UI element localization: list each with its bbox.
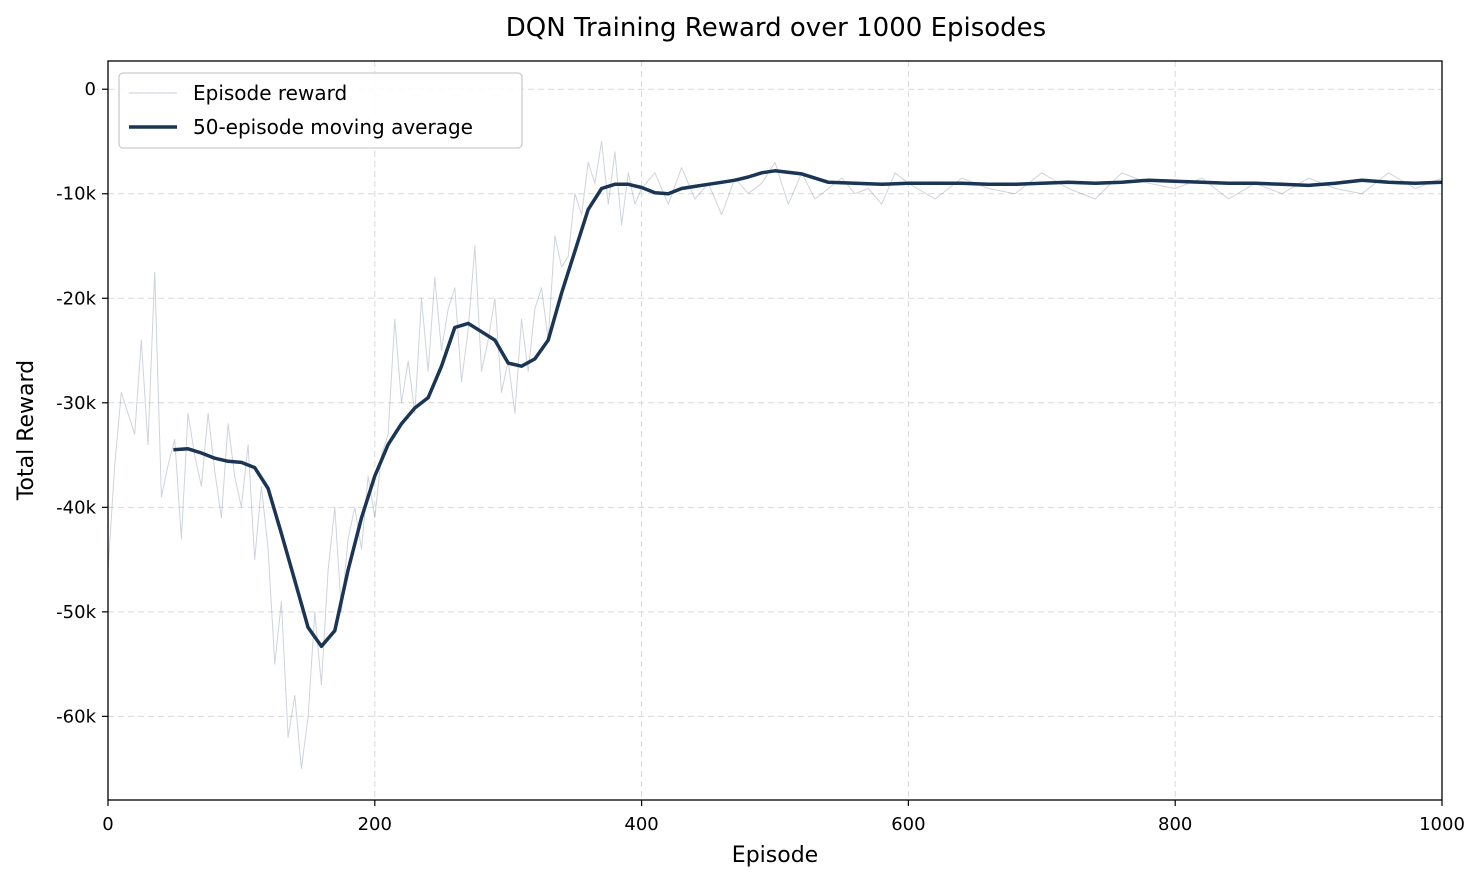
y-tick-label: -10k — [56, 184, 96, 205]
y-tick-label: 0 — [85, 79, 96, 100]
chart-title: DQN Training Reward over 1000 Episodes — [506, 13, 1046, 43]
x-tick-label: 400 — [624, 814, 658, 835]
y-axis-label: Total Reward — [14, 360, 39, 501]
y-tick-label: -30k — [56, 393, 96, 414]
y-tick-label: -40k — [56, 497, 96, 518]
x-tick-label: 600 — [891, 814, 925, 835]
y-tick-label: -60k — [56, 706, 96, 727]
legend: Episode reward 50-episode moving average — [118, 72, 523, 149]
x-axis: 0 200 400 600 800 1000 — [102, 800, 1465, 835]
x-tick-label: 0 — [102, 814, 113, 835]
series-line-episode-reward — [107, 141, 1443, 770]
y-tick-label: -20k — [56, 288, 96, 309]
legend-label-moving-average: 50-episode moving average — [193, 115, 473, 139]
y-axis: 0 -10k -20k -30k -40k -50k -60k — [56, 79, 108, 727]
x-axis-label: Episode — [732, 843, 818, 868]
legend-label-episode-reward: Episode reward — [193, 81, 347, 105]
series-line-moving-average — [173, 169, 1443, 649]
y-tick-label: -50k — [56, 602, 96, 623]
legend-box — [118, 72, 523, 149]
x-tick-label: 800 — [1158, 814, 1192, 835]
grid-layer — [108, 61, 1442, 800]
x-tick-label: 200 — [358, 814, 392, 835]
x-tick-label: 1000 — [1419, 814, 1465, 835]
series-layer — [107, 141, 1443, 770]
plot-frame — [107, 60, 1443, 801]
